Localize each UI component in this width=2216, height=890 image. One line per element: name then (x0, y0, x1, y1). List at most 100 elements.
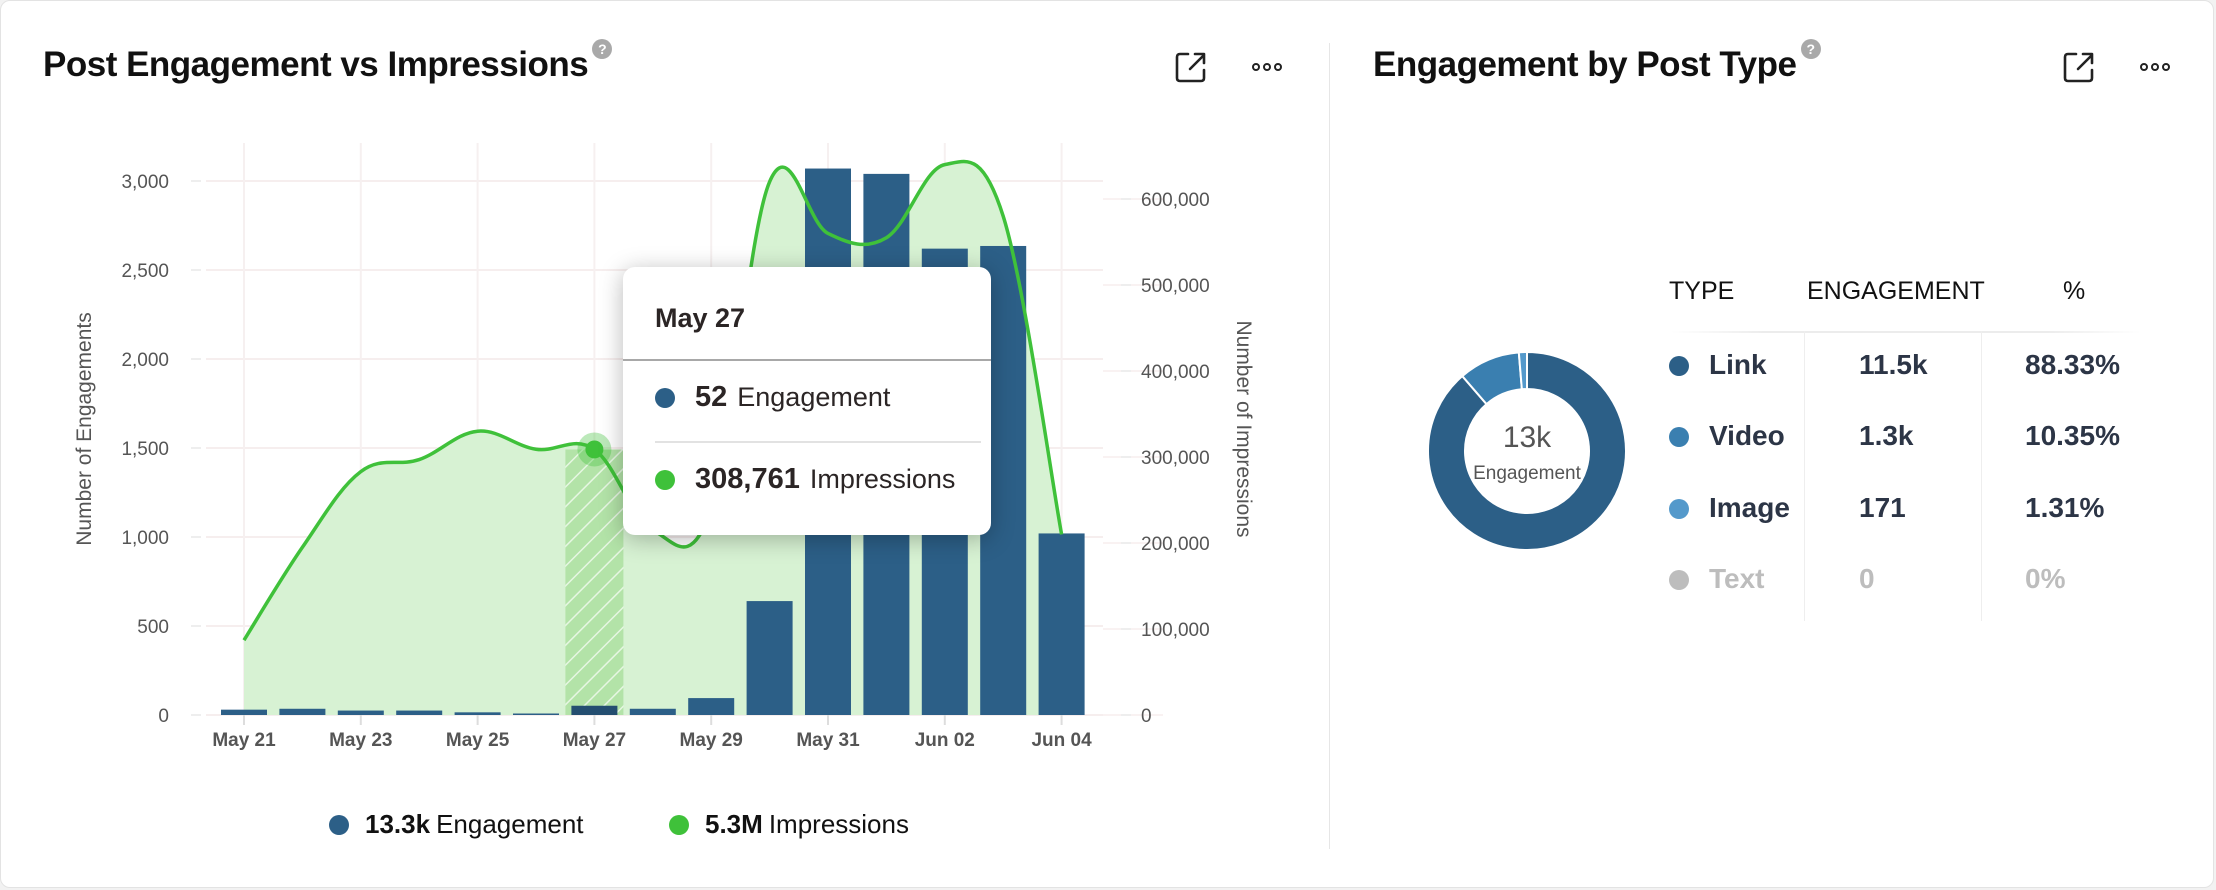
table-cell-engagement: 0 (1859, 563, 1875, 594)
tooltip-impressions-value: 308,761 (695, 463, 800, 495)
donut-slice-image[interactable] (1517, 350, 1528, 391)
hover-point (585, 440, 604, 459)
engagement-bar (337, 710, 384, 715)
x-tick-label: May 21 (212, 730, 276, 751)
impressions-legend-dot-icon (669, 814, 689, 835)
legend-item-engagement[interactable]: 13.3k Engagement (329, 809, 584, 840)
y-axis-label-right: Number of Impressions (1232, 320, 1255, 537)
table-cell-engagement: 1.3k (1859, 420, 1914, 451)
engagement-bar (571, 705, 618, 715)
donut-center-label: Engagement (1473, 463, 1581, 484)
engagement-bar (629, 708, 676, 715)
tooltip-date: May 27 (655, 303, 746, 333)
post-type-dot-icon (1669, 570, 1689, 590)
y-tick-label-right: 300,000 (1141, 448, 1210, 469)
y-tick-label-left: 0 (158, 706, 169, 727)
legend-engagement-label: Engagement (436, 809, 584, 839)
chart-tooltip: May 27 52 Engagement 308,761 Impressions (623, 267, 991, 535)
tooltip-impressions-label: Impressions (809, 464, 956, 494)
y-tick-label-left: 2,500 (121, 261, 169, 282)
x-tick-label: May 25 (446, 730, 510, 751)
table-cell-percent: 88.33% (2025, 349, 2120, 380)
table-column-divider (1804, 331, 1805, 621)
post-type-dot-icon (1669, 427, 1689, 447)
more-options-button[interactable] (1247, 47, 1287, 87)
y-axis-label-left: Number of Engagements (73, 312, 96, 545)
engagement-bar (454, 712, 501, 715)
more-options-icon (1252, 63, 1282, 71)
y-tick-label-right: 0 (1141, 706, 1152, 727)
table-header-percent: % (2063, 277, 2086, 305)
help-icon[interactable]: ? (592, 39, 613, 59)
table-cell-percent: 0% (2025, 563, 2066, 594)
table-cell-engagement: 171 (1859, 492, 1906, 523)
help-icon[interactable]: ? (1800, 39, 1821, 59)
post-type-dot-icon (1669, 499, 1689, 519)
y-tick-label-right: 500,000 (1141, 276, 1210, 297)
table-header-engagement: ENGAGEMENT (1807, 277, 1985, 305)
impressions-dot-icon (655, 469, 675, 490)
engagement-bar (688, 698, 735, 715)
open-external-icon (2063, 52, 2094, 83)
right-panel-title-text: Engagement by Post Type (1373, 45, 1797, 84)
engagement-dot-icon (655, 387, 675, 408)
post-type-donut-chart: 13k Engagement (1427, 350, 1627, 551)
more-options-button[interactable] (2135, 47, 2175, 87)
table-header-divider (1671, 331, 2141, 333)
table-column-divider (1981, 331, 1982, 621)
tooltip-row-impressions: 308,761 Impressions (655, 463, 955, 496)
engagement-bar (513, 713, 559, 715)
donut-slice-link[interactable] (1427, 350, 1627, 551)
x-tick-label: May 27 (563, 730, 626, 751)
table-cell-type: Link (1709, 349, 1767, 380)
y-tick-label-left: 1,500 (121, 439, 169, 460)
tooltip-engagement-value: 52 (695, 381, 728, 413)
engagement-bar (1038, 533, 1085, 715)
engagement-legend-dot-icon (329, 814, 349, 835)
open-external-button[interactable] (1171, 47, 1211, 87)
x-tick-label: Jun 04 (1031, 730, 1092, 751)
legend-impressions-value: 5.3M (705, 809, 763, 839)
engagement-bar (221, 709, 267, 715)
tooltip-divider (623, 359, 991, 361)
engagement-bar (279, 708, 326, 715)
donut-center-value: 13k (1503, 421, 1552, 454)
open-external-icon (1175, 52, 1206, 83)
table-cell-percent: 1.31% (2025, 492, 2105, 523)
y-tick-label-right: 100,000 (1141, 620, 1210, 641)
x-tick-label: May 29 (680, 730, 743, 751)
table-cell-percent: 10.35% (2025, 420, 2120, 451)
legend-impressions-label: Impressions (768, 809, 909, 839)
tooltip-row-engagement: 52 Engagement (655, 381, 890, 414)
engagement-bar (396, 710, 443, 715)
y-tick-label-left: 1,000 (121, 528, 169, 549)
more-options-icon (2140, 63, 2170, 71)
panel-divider (1329, 43, 1330, 849)
tooltip-engagement-label: Engagement (737, 382, 891, 412)
x-tick-label: Jun 02 (915, 730, 975, 751)
x-tick-label: May 31 (796, 730, 860, 751)
table-cell-type: Video (1709, 420, 1785, 451)
table-header-type: TYPE (1669, 277, 1735, 305)
open-external-button[interactable] (2059, 47, 2099, 87)
y-tick-label-left: 2,000 (121, 350, 169, 371)
tooltip-row-divider (655, 441, 981, 443)
x-tick-label: May 23 (329, 730, 392, 751)
right-panel-title: Engagement by Post Type? (1373, 39, 1821, 85)
y-tick-label-left: 3,000 (121, 172, 169, 193)
hover-highlight-band (565, 449, 624, 715)
legend-item-impressions[interactable]: 5.3M Impressions (669, 809, 909, 840)
left-panel-title: Post Engagement vs Impressions? (43, 39, 613, 85)
y-tick-label-left: 500 (137, 617, 169, 638)
engagement-bar (746, 601, 793, 715)
y-tick-label-right: 400,000 (1141, 362, 1210, 383)
left-panel-title-text: Post Engagement vs Impressions (43, 45, 589, 84)
table-cell-type: Image (1709, 492, 1790, 523)
table-cell-engagement: 11.5k (1859, 349, 1928, 380)
legend-engagement-value: 13.3k (365, 809, 431, 839)
table-cell-type: Text (1709, 563, 1765, 594)
post-type-dot-icon (1669, 356, 1689, 376)
y-tick-label-right: 200,000 (1141, 534, 1210, 555)
y-tick-label-right: 600,000 (1141, 190, 1210, 211)
